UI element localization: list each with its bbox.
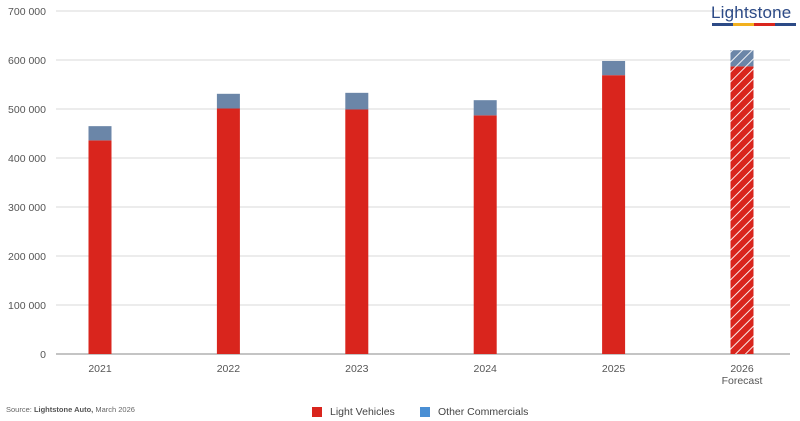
y-tick-label: 700 000 [8, 6, 46, 18]
legend-swatch-other-commercials [420, 407, 430, 417]
y-tick-label: 500 000 [8, 104, 46, 116]
logo-underline-segment [754, 23, 775, 26]
lightstone-logo: Lightstone [711, 3, 792, 22]
x-tick-label: 2025 [602, 363, 626, 375]
x-tick-label: 2023 [345, 363, 369, 375]
legend-item-light-vehicles: Light Vehicles [312, 406, 395, 418]
bar-other-commercials [473, 100, 497, 116]
legend-label-other-commercials: Other Commercials [438, 406, 529, 418]
source-org: Lightstone Auto, [33, 405, 94, 414]
bar-other-commercials [216, 93, 240, 109]
legend-label-light-vehicles: Light Vehicles [330, 406, 395, 418]
logo-underline-segment [775, 23, 796, 26]
y-tick-label: 200 000 [8, 251, 46, 263]
y-tick-label: 600 000 [8, 55, 46, 67]
bar-other-commercials [345, 92, 369, 110]
chart-legend: Light Vehicles Other Commercials [0, 406, 800, 420]
y-tick-label: 0 [40, 349, 46, 361]
x-tick-sublabel: Forecast [722, 375, 763, 387]
x-tick-label: 2022 [217, 363, 241, 375]
logo-underline-segment [733, 23, 754, 26]
bar-light-vehicles [216, 108, 240, 354]
bar-light-vehicles [345, 109, 369, 355]
source-date: March 2026 [93, 405, 135, 414]
x-tick-label: 2021 [88, 363, 112, 375]
y-tick-label: 300 000 [8, 202, 46, 214]
y-tick-label: 400 000 [8, 153, 46, 165]
logo-underline-segment [712, 23, 733, 26]
legend-swatch-light-vehicles [312, 407, 322, 417]
bar-light-vehicles [473, 115, 497, 355]
source-prefix: Source: [6, 405, 34, 414]
legend-item-other-commercials: Other Commercials [420, 406, 528, 418]
x-tick-label: 2024 [474, 363, 498, 375]
bar-light-vehicles [88, 140, 112, 354]
bar-other-commercials [730, 50, 754, 67]
y-tick-label: 100 000 [8, 300, 46, 312]
x-tick-label: 2026 [730, 363, 754, 375]
bar-other-commercials [88, 126, 112, 141]
bar-light-vehicles [602, 75, 626, 354]
logo-underline [712, 23, 796, 26]
source-note: Source: Lightstone Auto, March 2026 [6, 405, 135, 414]
bar-other-commercials [602, 60, 626, 76]
bar-light-vehicles [730, 66, 754, 355]
